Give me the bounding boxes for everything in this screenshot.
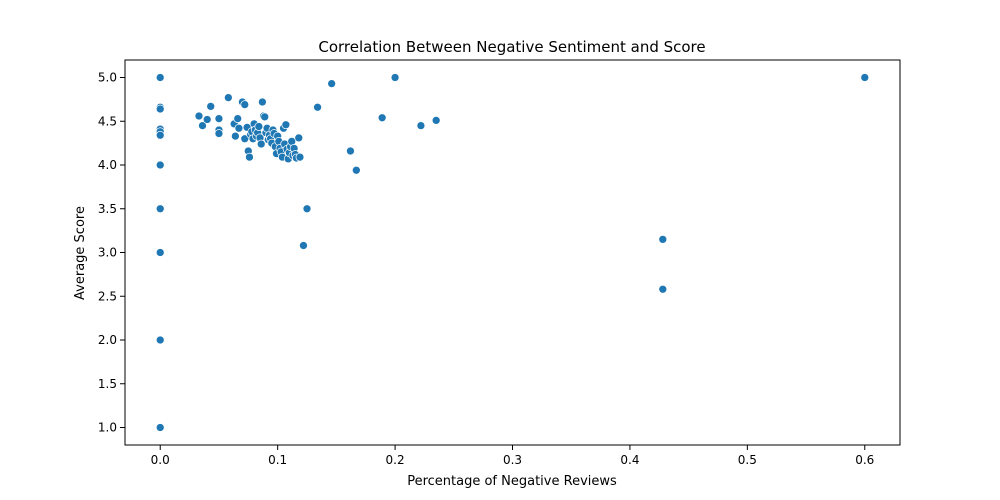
data-point	[294, 133, 304, 143]
y-tick-label: 4.0	[98, 158, 117, 172]
data-point	[416, 121, 426, 130]
y-tick-label: 3.0	[98, 246, 117, 260]
data-point	[155, 130, 165, 140]
data-point	[281, 120, 291, 130]
data-point	[155, 104, 165, 114]
data-point	[223, 93, 233, 102]
data-point	[431, 116, 441, 125]
data-point	[351, 165, 361, 175]
y-tick-label: 5.0	[98, 71, 117, 85]
x-tick-label: 0.3	[503, 453, 522, 467]
data-point	[155, 335, 165, 345]
y-tick-label: 1.5	[98, 377, 117, 391]
data-point	[155, 73, 165, 82]
data-point	[658, 284, 668, 294]
data-point	[155, 423, 165, 432]
data-point	[260, 112, 270, 122]
data-point	[258, 97, 267, 107]
data-point	[155, 160, 165, 170]
x-tick-label: 0.5	[738, 453, 757, 467]
data-point	[302, 204, 312, 214]
x-tick-label: 0.1	[268, 453, 287, 467]
data-point	[658, 235, 668, 244]
y-axis-label: Average Score	[73, 206, 88, 300]
plot-frame	[124, 59, 901, 446]
x-axis-ticks: 0.0 0.1 0.2 0.3 0.4 0.5 0.6	[151, 445, 874, 467]
data-point	[295, 152, 305, 162]
data-point	[202, 115, 212, 124]
data-point	[198, 121, 207, 130]
data-point	[234, 123, 244, 133]
y-axis-ticks: 1.0 1.5 2.0 2.5 3.0 3.5 4.0 4.5 5.0	[98, 71, 125, 435]
x-tick-label: 0.6	[855, 453, 874, 467]
data-point	[155, 248, 165, 257]
data-point	[256, 139, 266, 149]
data-point	[240, 100, 250, 109]
data-point	[231, 131, 240, 141]
data-point	[299, 241, 308, 250]
data-point	[155, 204, 165, 214]
data-point	[194, 111, 204, 121]
y-tick-label: 2.0	[98, 333, 117, 347]
y-tick-label: 4.5	[98, 114, 117, 128]
x-tick-label: 0.2	[386, 453, 405, 467]
data-point	[346, 146, 355, 156]
data-point	[313, 102, 322, 112]
x-tick-label: 0.0	[151, 453, 170, 467]
data-point	[214, 114, 224, 123]
data-point	[233, 114, 243, 123]
data-point	[214, 129, 224, 138]
y-tick-label: 1.0	[98, 421, 117, 435]
data-point	[206, 102, 216, 111]
data-point	[254, 122, 264, 131]
y-tick-label: 3.5	[98, 202, 117, 216]
data-point	[327, 79, 337, 88]
chart-title: Correlation Between Negative Sentiment a…	[318, 38, 705, 56]
data-point	[860, 73, 870, 82]
x-tick-label: 0.4	[620, 453, 639, 467]
y-tick-label: 2.5	[98, 289, 117, 303]
data-points	[155, 73, 870, 432]
data-point	[390, 73, 400, 82]
data-point	[377, 113, 387, 123]
x-axis-label: Percentage of Negative Reviews	[407, 474, 617, 489]
data-point	[245, 152, 254, 162]
